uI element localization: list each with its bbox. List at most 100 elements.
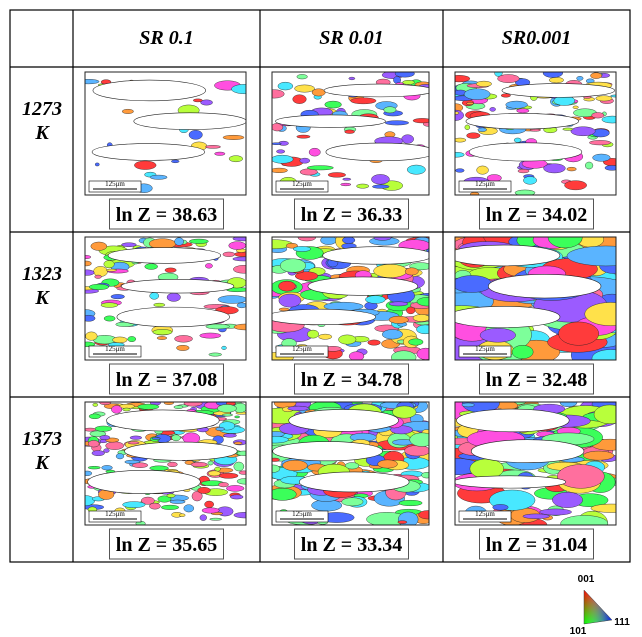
grain	[278, 82, 293, 90]
deformed-band	[125, 442, 238, 460]
ebsd-map	[256, 397, 438, 527]
grain	[480, 328, 516, 342]
grain	[573, 106, 579, 109]
deformed-band	[453, 476, 566, 488]
grain	[152, 437, 161, 439]
deformed-band	[488, 274, 601, 298]
grain	[184, 400, 202, 406]
deformed-band	[134, 113, 247, 130]
grain	[345, 130, 355, 134]
grain	[167, 494, 175, 498]
grain	[85, 332, 97, 340]
grain	[210, 518, 222, 520]
grain	[283, 460, 308, 471]
deformed-band	[469, 143, 582, 161]
grain	[378, 460, 398, 468]
grain	[592, 350, 629, 368]
grain	[567, 167, 577, 171]
grain	[368, 340, 381, 345]
grain	[585, 302, 637, 325]
grain	[454, 138, 466, 142]
scale-label: 125μm	[475, 180, 495, 188]
deformed-band	[326, 143, 436, 161]
grain	[563, 128, 573, 131]
grain	[229, 242, 246, 250]
grain	[88, 466, 100, 469]
grain	[506, 101, 528, 108]
grain	[349, 352, 364, 361]
grain	[102, 465, 113, 470]
ebsd-map	[75, 236, 257, 360]
grain	[297, 74, 308, 79]
grain	[223, 135, 244, 139]
deformed-band	[471, 440, 584, 463]
deformed-band	[92, 144, 205, 161]
grain	[106, 442, 124, 450]
grain	[410, 433, 435, 447]
row-header: K	[34, 452, 50, 474]
grain	[280, 259, 306, 273]
grain	[419, 510, 438, 519]
ebsd-map	[264, 70, 436, 195]
grain	[399, 500, 422, 506]
grain	[229, 156, 243, 162]
grain	[233, 265, 254, 273]
grain	[167, 293, 181, 301]
grain	[307, 166, 333, 170]
grain	[226, 485, 244, 491]
grain	[91, 242, 107, 251]
grain	[338, 335, 356, 344]
deformed-band	[273, 442, 383, 461]
row-header: K	[34, 287, 50, 309]
grain	[128, 442, 139, 445]
grain	[565, 181, 587, 190]
grain	[385, 121, 409, 125]
grain	[218, 295, 247, 303]
grain	[83, 471, 92, 476]
grain	[328, 172, 346, 177]
grain	[219, 473, 238, 478]
grain	[594, 405, 625, 424]
grain	[413, 314, 430, 321]
grain	[174, 406, 183, 409]
grain	[116, 453, 124, 458]
grain	[167, 462, 177, 467]
ln-z-label: ln Z = 38.63	[116, 204, 217, 226]
grain	[593, 154, 611, 161]
grain	[596, 96, 612, 101]
grain	[514, 138, 521, 142]
grain	[462, 403, 475, 407]
grain	[392, 406, 416, 418]
deformed-band	[456, 409, 569, 432]
deformed-band	[108, 248, 221, 264]
grain	[165, 268, 176, 273]
ipf-legend: 001 101 111	[570, 574, 631, 637]
grain	[222, 346, 227, 350]
grain	[465, 125, 470, 130]
grain	[501, 94, 510, 98]
grain	[408, 339, 423, 345]
grain	[557, 464, 604, 488]
grain	[128, 336, 136, 341]
grain	[276, 150, 284, 154]
grain	[84, 428, 96, 431]
grain	[104, 449, 110, 453]
legend-label: 101	[570, 626, 587, 637]
grain	[477, 166, 489, 174]
deformed-band	[276, 115, 386, 127]
deformed-band	[88, 470, 201, 493]
grain	[95, 163, 99, 166]
grain	[264, 90, 284, 99]
grain	[559, 322, 599, 345]
grain	[231, 84, 258, 94]
grain	[230, 495, 243, 499]
deformed-band	[502, 84, 615, 98]
grain	[294, 85, 314, 92]
deformed-band	[324, 84, 434, 97]
grain	[170, 500, 185, 504]
ln-z-label: ln Z = 32.48	[486, 369, 587, 391]
grain	[271, 143, 281, 145]
grain	[138, 404, 159, 409]
grain	[106, 269, 117, 271]
grain	[402, 135, 414, 144]
